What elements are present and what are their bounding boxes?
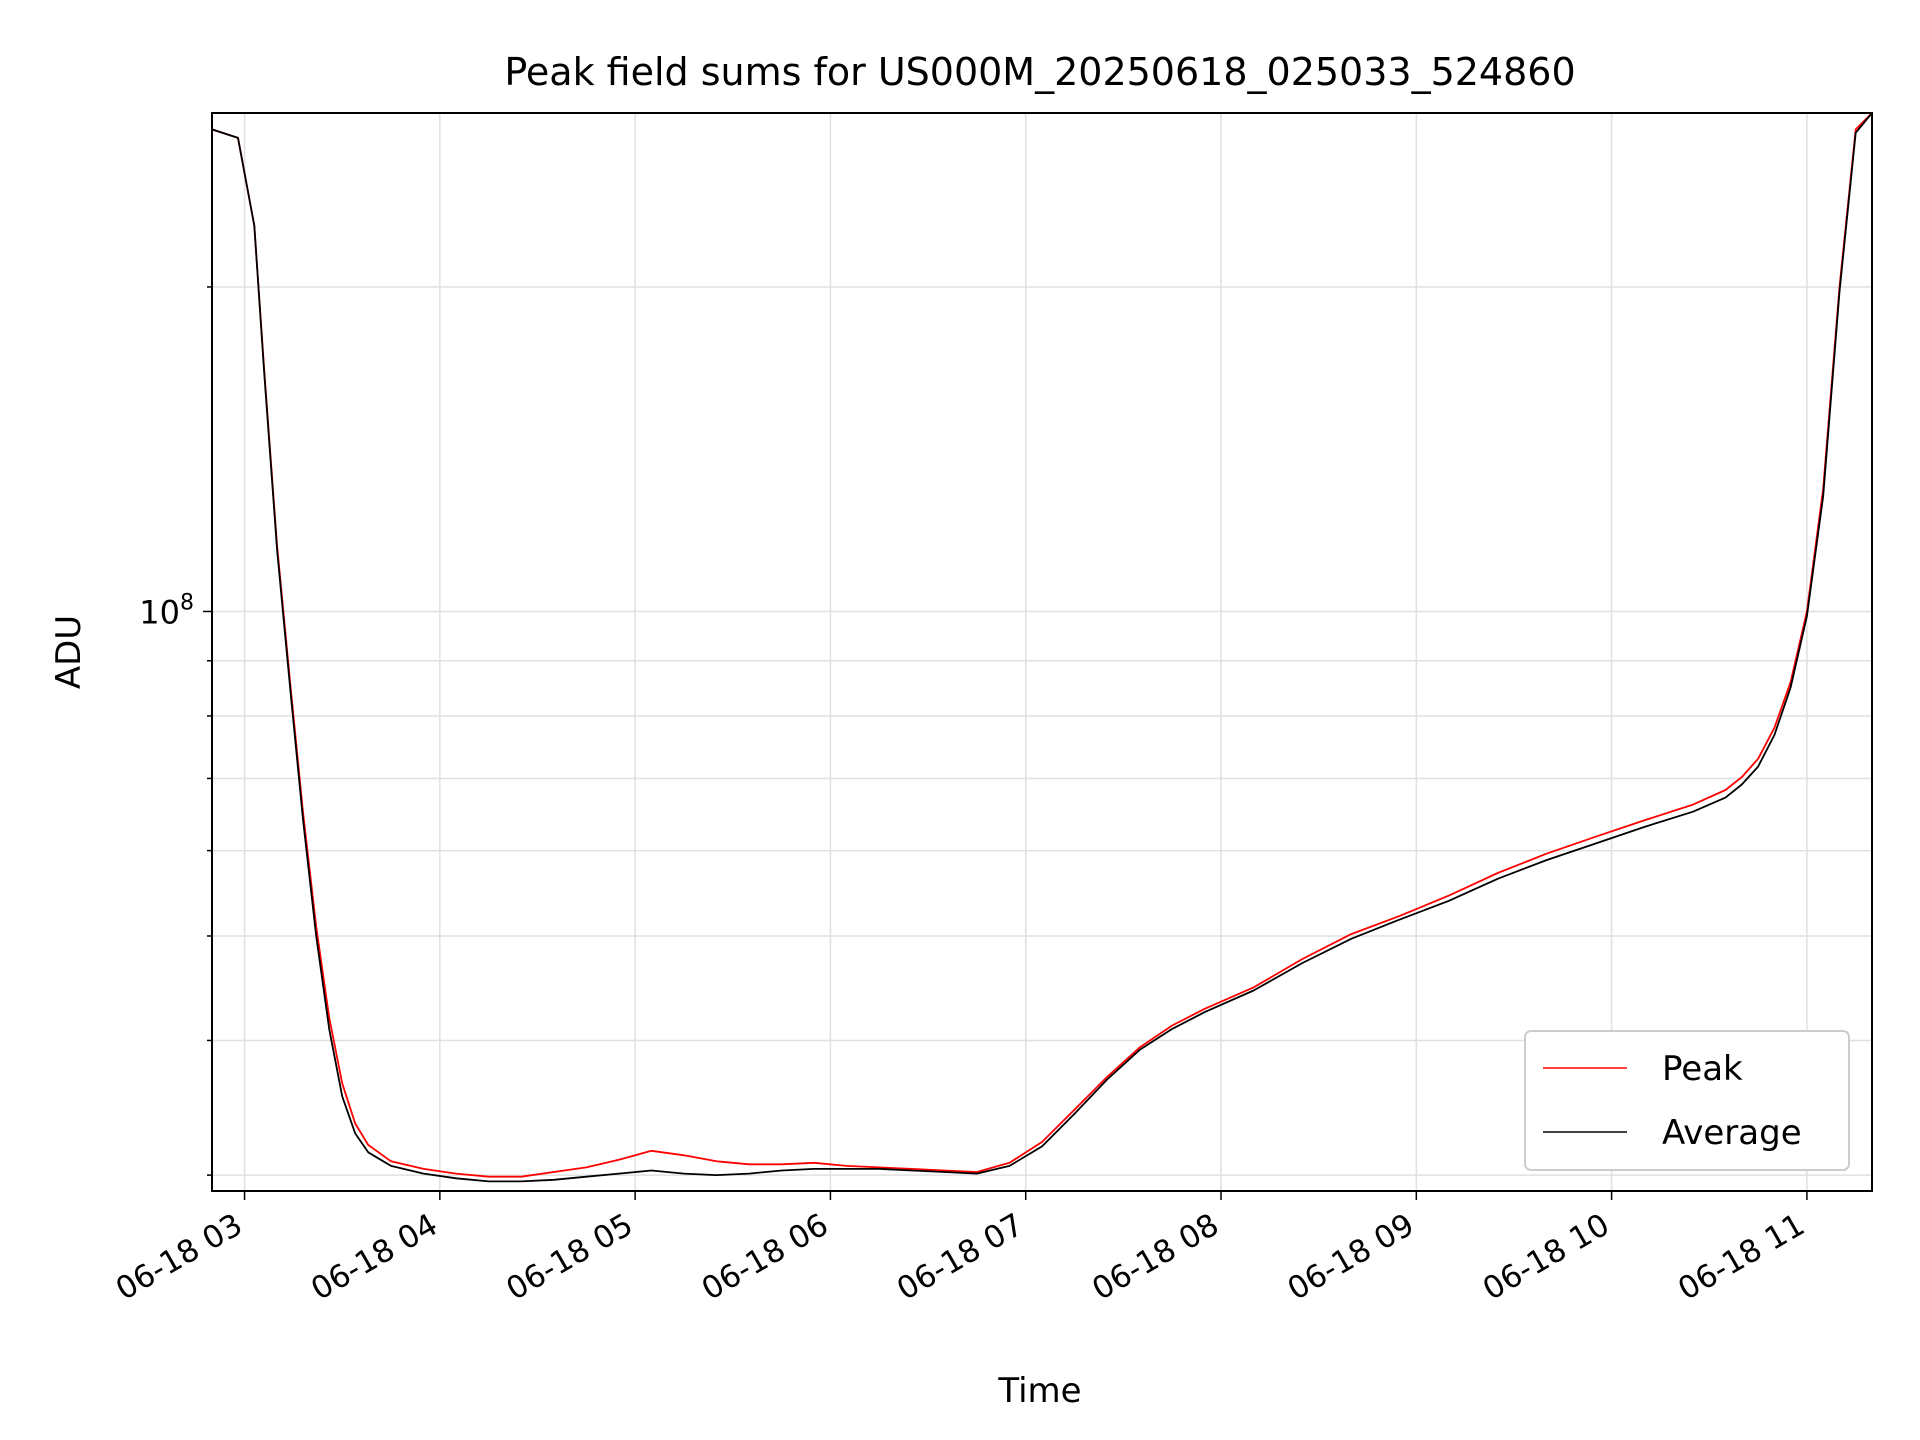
- series-line-average: [212, 113, 1872, 1183]
- legend: Peak Average: [1524, 1030, 1850, 1171]
- legend-average-label: Average: [1662, 1113, 1802, 1153]
- series-line-peak: [212, 113, 1872, 1178]
- legend-box: [1524, 1030, 1850, 1171]
- series-layer: [212, 113, 1872, 1183]
- y-axis-ticks: 108: [139, 286, 212, 1176]
- y-axis-label: ADU: [49, 615, 89, 689]
- chart-title: Peak field sums for US000M_20250618_0250…: [504, 50, 1575, 94]
- plot-frame: [211, 112, 1873, 1192]
- grid: [212, 113, 1872, 1191]
- y-tick-label: 108: [139, 590, 194, 631]
- legend-peak-label: Peak: [1662, 1049, 1743, 1089]
- x-axis-label: Time: [997, 1371, 1081, 1411]
